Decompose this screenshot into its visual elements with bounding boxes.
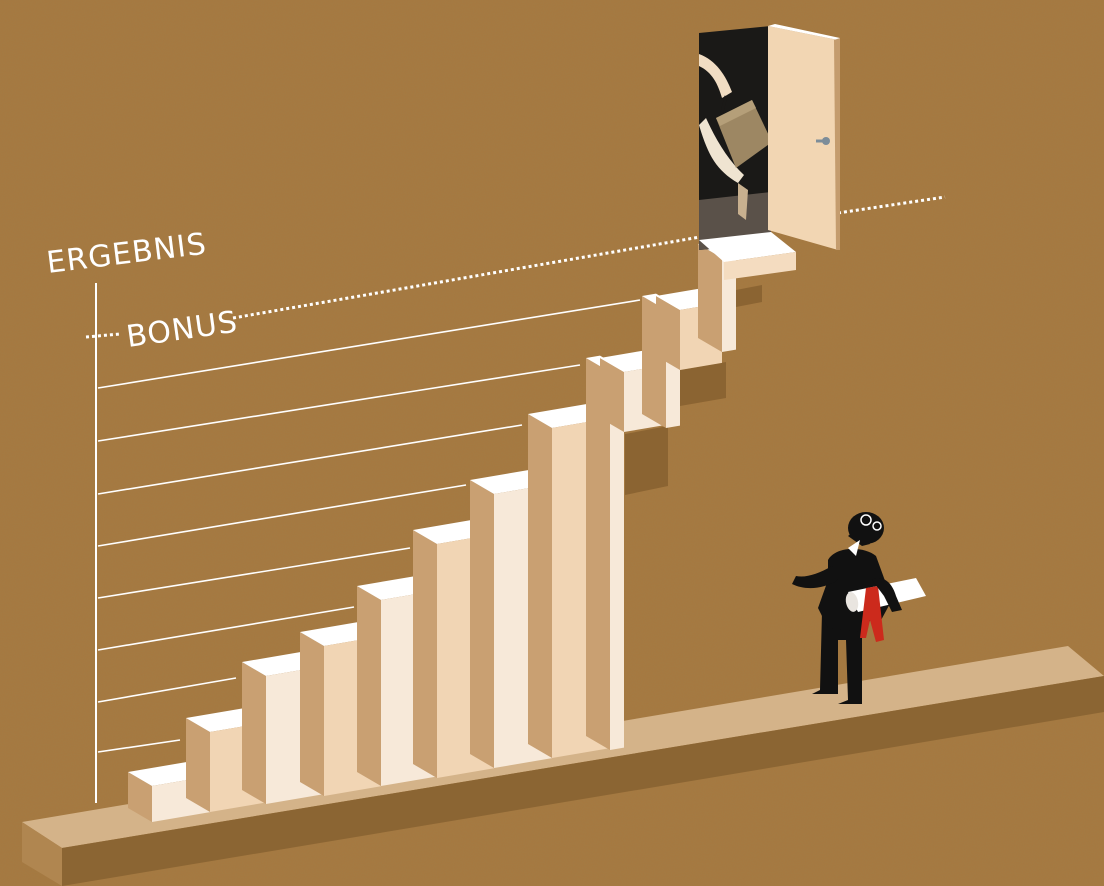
hand-with-briefcase [699, 54, 772, 220]
guide-line [97, 739, 181, 753]
glasses-icon [860, 514, 872, 526]
guide-line [97, 547, 411, 599]
bonus-line [85, 195, 946, 339]
guide-line [97, 606, 355, 651]
guide-lines [97, 299, 641, 753]
guide-line [97, 299, 641, 389]
staircase [128, 241, 736, 822]
stair-step [586, 355, 624, 750]
guide-line [97, 424, 523, 495]
guide-line [97, 677, 237, 703]
guide-line [97, 364, 581, 442]
doorway [699, 24, 840, 250]
step-shadows [625, 285, 762, 495]
ribbon [860, 586, 884, 642]
door-landing [699, 232, 796, 280]
guide-line [97, 484, 467, 547]
man-figure [792, 512, 926, 704]
door-leaf [768, 26, 838, 250]
